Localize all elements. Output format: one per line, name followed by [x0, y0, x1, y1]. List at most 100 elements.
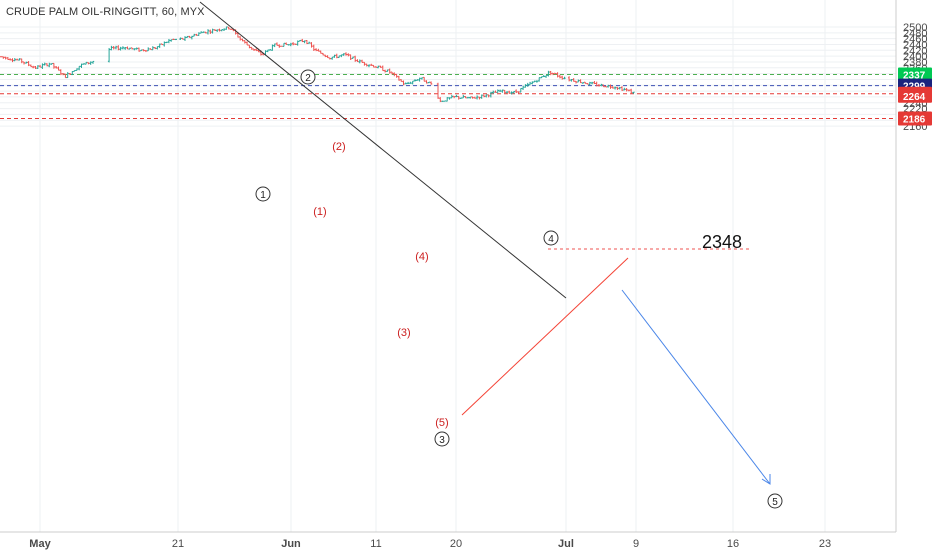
wave-label-circled-5: 5	[767, 493, 783, 509]
ohlc-bar	[487, 94, 490, 98]
ohlc-bar	[377, 65, 380, 69]
ohlc-bar	[13, 58, 16, 62]
x-tick-label: 9	[633, 538, 639, 550]
ohlc-bar	[195, 33, 198, 36]
ohlc-bar	[80, 63, 83, 68]
ohlc-bar	[252, 48, 256, 52]
ohlc-bar	[245, 41, 249, 46]
ohlc-bar	[179, 37, 182, 40]
ohlc-bar	[181, 37, 184, 40]
ohlc-bar	[593, 80, 596, 85]
ohlc-bar	[349, 54, 352, 60]
ohlc-bar	[482, 94, 486, 98]
ohlc-bar	[462, 94, 465, 99]
ohlc-bar	[503, 89, 506, 94]
ohlc-bar	[602, 84, 605, 88]
ohlc-bar	[197, 32, 200, 36]
ohlc-bar	[133, 48, 136, 51]
ohlc-bar	[611, 86, 614, 89]
ohlc-bar	[324, 54, 327, 58]
channel-line[interactable]	[461, 257, 629, 416]
ohlc-bar	[82, 63, 85, 65]
ohlc-bar	[570, 78, 573, 82]
ohlc-bar	[303, 40, 306, 44]
ohlc-bar	[255, 48, 258, 52]
ohlc-bar	[57, 66, 60, 71]
ohlc-bar	[328, 57, 332, 60]
ohlc-bar	[363, 61, 366, 66]
ohlc-bar	[305, 40, 309, 45]
wave-label-circled-2: 2	[300, 69, 316, 85]
ohlc-bar	[344, 52, 348, 56]
ohlc-bar	[117, 45, 120, 51]
ohlc-bar	[275, 42, 279, 46]
ohlc-bar	[137, 47, 141, 52]
ohlc-bar	[170, 39, 173, 42]
ohlc-bar	[420, 77, 424, 80]
ohlc-bar	[73, 70, 76, 72]
ohlc-bar	[91, 60, 95, 64]
ohlc-bar	[55, 66, 58, 69]
y-tick-label: 2380	[903, 57, 927, 69]
ohlc-bar	[151, 46, 154, 51]
ohlc-bar	[27, 61, 30, 67]
ohlc-bar	[395, 73, 398, 78]
ohlc-bar	[446, 97, 449, 102]
ohlc-bar	[404, 82, 407, 85]
ohlc-bar	[600, 83, 603, 87]
ohlc-bar	[71, 71, 74, 76]
ohlc-bar	[475, 95, 479, 100]
ohlc-bar	[61, 73, 65, 76]
ohlc-bar	[480, 94, 483, 99]
ohlc-bar	[436, 82, 440, 99]
ohlc-bar	[126, 46, 129, 50]
ohlc-bar	[613, 86, 617, 90]
ohlc-bar	[588, 81, 591, 86]
ohlc-bar	[22, 61, 26, 65]
ohlc-bar	[590, 81, 594, 85]
wave-label-circled-1-text: 1	[260, 190, 266, 201]
ohlc-bar	[439, 97, 442, 103]
ohlc-bar	[512, 90, 516, 94]
price-badge-label: 2186	[903, 114, 926, 125]
ohlc-bar	[623, 87, 626, 91]
ohlc-bar	[597, 83, 601, 87]
ohlc-bar	[213, 28, 217, 31]
grid	[0, 0, 896, 532]
ohlc-bar	[567, 76, 571, 82]
ohlc-bar	[6, 57, 10, 60]
ohlc-bar	[531, 81, 534, 85]
descending-trendline[interactable]	[199, 1, 567, 299]
ohlc-bar	[250, 46, 253, 50]
ohlc-bar	[337, 55, 341, 59]
ohlc-bar	[544, 74, 548, 78]
ohlc-bar	[167, 38, 171, 44]
y-tick-label: 2500	[903, 22, 927, 34]
ohlc-bar	[595, 81, 598, 87]
time-axis[interactable]: May 21 Jun 11 20 Jul 9 16 23	[29, 538, 831, 550]
ohlc-bar	[48, 62, 51, 68]
wave-label-circled-4: 4	[543, 230, 559, 246]
ohlc-bar	[68, 73, 72, 76]
ohlc-bar	[229, 28, 233, 30]
ohlc-bar	[202, 31, 205, 34]
ohlc-bar	[241, 38, 244, 42]
ohlc-bar	[492, 90, 495, 94]
ohlc-bar	[411, 80, 414, 85]
ohlc-bar	[52, 62, 56, 69]
ohlc-bar	[406, 81, 410, 85]
ohlc-bar	[556, 72, 559, 78]
ohlc-bar	[89, 61, 92, 65]
ohlc-bar	[409, 81, 412, 84]
ohlc-bar	[271, 44, 274, 51]
ohlc-bar	[4, 56, 7, 60]
ohlc-bar	[524, 84, 527, 88]
y-tick-label: 2400	[903, 51, 927, 63]
ohlc-bar	[314, 48, 318, 52]
ohlc-bar	[517, 91, 520, 94]
ohlc-bar	[41, 63, 44, 69]
projection-arrow[interactable]	[621, 289, 771, 485]
ohlc-bar	[542, 74, 545, 78]
ohlc-bar	[218, 28, 221, 32]
